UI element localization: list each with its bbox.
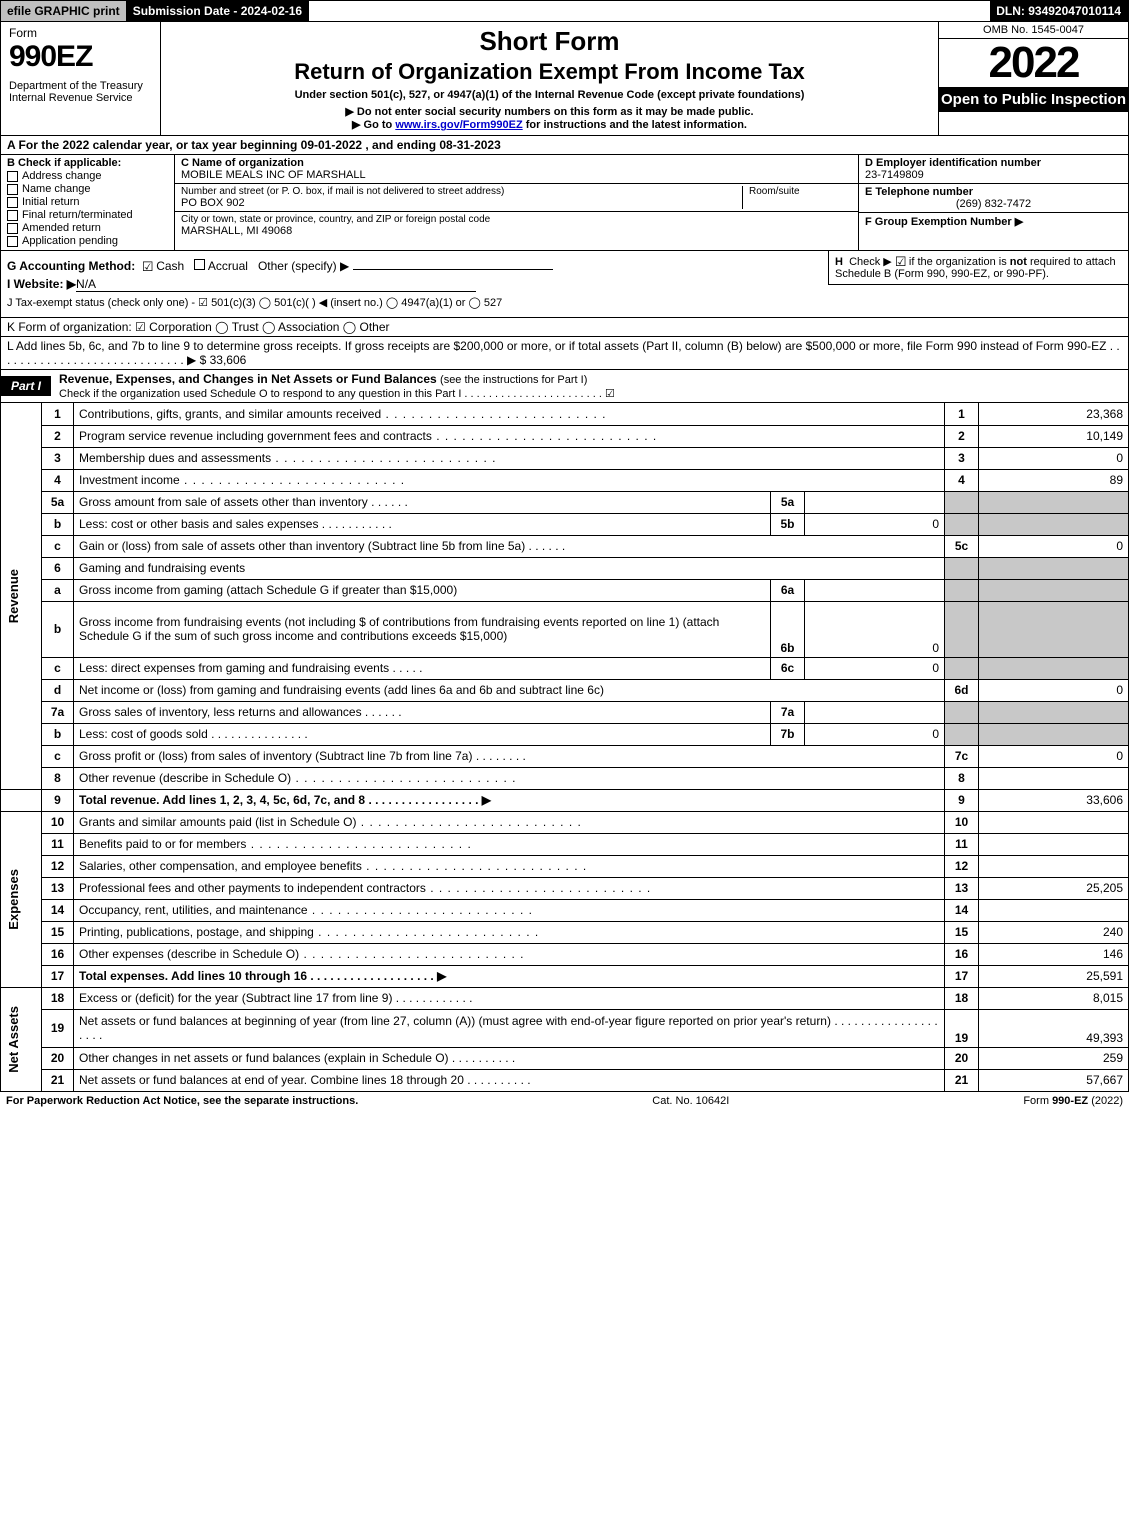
- expenses-label: Expenses: [6, 869, 21, 930]
- line11-value: [979, 833, 1129, 855]
- form-number: 990EZ: [9, 40, 152, 74]
- omb-number: OMB No. 1545-0047: [939, 22, 1128, 39]
- e-label: E Telephone number: [865, 186, 973, 198]
- org-city: MARSHALL, MI 49068: [181, 225, 852, 237]
- section-a: A For the 2022 calendar year, or tax yea…: [0, 136, 1129, 155]
- section-c: C Name of organization MOBILE MEALS INC …: [175, 155, 858, 250]
- form-word: Form: [9, 26, 152, 40]
- header-left: Form 990EZ Department of the Treasury In…: [1, 22, 161, 135]
- line6b-value: 0: [805, 601, 945, 657]
- dln: DLN: 93492047010114: [990, 1, 1128, 21]
- line19-value: 49,393: [979, 1009, 1129, 1047]
- line3-value: 0: [979, 447, 1129, 469]
- c-room-label: Room/suite: [749, 186, 852, 197]
- footer-right: Form 990-EZ (2022): [1023, 1095, 1123, 1107]
- line6a-value: [805, 579, 945, 601]
- line21-value: 57,667: [979, 1069, 1129, 1091]
- line13-value: 25,205: [979, 877, 1129, 899]
- section-k: K Form of organization: ☑ Corporation ◯ …: [0, 318, 1129, 337]
- part1-title: Revenue, Expenses, and Changes in Net As…: [51, 370, 623, 402]
- irs-link[interactable]: www.irs.gov/Form990EZ: [395, 119, 522, 131]
- efile-label: efile GRAPHIC print: [1, 1, 127, 21]
- line9-value: 33,606: [979, 789, 1129, 811]
- line7a-value: [805, 701, 945, 723]
- section-ghij: H Check ▶ if the organization is not req…: [0, 251, 1129, 318]
- row-bcdef: B Check if applicable: Address change Na…: [0, 155, 1129, 251]
- line10-value: [979, 811, 1129, 833]
- org-name: MOBILE MEALS INC OF MARSHALL: [181, 169, 852, 181]
- form-title-2: Return of Organization Exempt From Incom…: [171, 59, 928, 85]
- line8-value: [979, 767, 1129, 789]
- chk-application-pending[interactable]: Application pending: [7, 235, 168, 247]
- line5b-value: 0: [805, 513, 945, 535]
- section-j: J Tax-exempt status (check only one) - ☑…: [7, 296, 1122, 309]
- instr2-post: for instructions and the latest informat…: [523, 119, 747, 131]
- chk-amended-return[interactable]: Amended return: [7, 222, 168, 234]
- line7c-value: 0: [979, 745, 1129, 767]
- line6c-value: 0: [805, 657, 945, 679]
- part1-header: Part I Revenue, Expenses, and Changes in…: [0, 370, 1129, 403]
- instruction-1: ▶ Do not enter social security numbers o…: [171, 105, 928, 118]
- c-street-label: Number and street (or P. O. box, if mail…: [181, 186, 742, 197]
- part1-sub: Check if the organization used Schedule …: [59, 388, 615, 400]
- open-public: Open to Public Inspection: [939, 87, 1128, 112]
- phone: (269) 832-7472: [865, 198, 1122, 210]
- line6d-value: 0: [979, 679, 1129, 701]
- line12-value: [979, 855, 1129, 877]
- line2-value: 10,149: [979, 425, 1129, 447]
- footer-left: For Paperwork Reduction Act Notice, see …: [6, 1095, 358, 1107]
- chk-accrual[interactable]: [194, 259, 205, 270]
- h-checkbox[interactable]: [895, 256, 906, 267]
- chk-address-change[interactable]: Address change: [7, 170, 168, 182]
- instruction-2: ▶ Go to www.irs.gov/Form990EZ for instru…: [171, 118, 928, 131]
- part1-tag: Part I: [1, 376, 51, 396]
- section-b: B Check if applicable: Address change Na…: [1, 155, 175, 250]
- line17-value: 25,591: [979, 965, 1129, 987]
- header-right: OMB No. 1545-0047 2022 Open to Public In…: [938, 22, 1128, 135]
- website-value: N/A: [76, 277, 476, 292]
- form-subtitle: Under section 501(c), 527, or 4947(a)(1)…: [171, 89, 928, 101]
- d-label: D Employer identification number: [865, 157, 1041, 169]
- chk-initial-return[interactable]: Initial return: [7, 196, 168, 208]
- department: Department of the Treasury Internal Reve…: [9, 80, 152, 104]
- chk-name-change[interactable]: Name change: [7, 183, 168, 195]
- section-h: H Check ▶ if the organization is not req…: [828, 251, 1128, 285]
- revenue-label: Revenue: [6, 569, 21, 623]
- b-label: B Check if applicable:: [7, 157, 121, 169]
- line15-value: 240: [979, 921, 1129, 943]
- form-header: Form 990EZ Department of the Treasury In…: [0, 22, 1129, 136]
- c-name-label: C Name of organization: [181, 157, 852, 169]
- instr2-pre: ▶ Go to: [352, 119, 395, 131]
- ein: 23-7149809: [865, 169, 924, 181]
- page-footer: For Paperwork Reduction Act Notice, see …: [0, 1092, 1129, 1110]
- line4-value: 89: [979, 469, 1129, 491]
- c-city-label: City or town, state or province, country…: [181, 214, 852, 225]
- line7b-value: 0: [805, 723, 945, 745]
- tax-year: 2022: [939, 39, 1128, 87]
- line5c-value: 0: [979, 535, 1129, 557]
- other-specify[interactable]: [353, 269, 553, 270]
- submission-date: Submission Date - 2024-02-16: [127, 1, 309, 21]
- line14-value: [979, 899, 1129, 921]
- section-def: D Employer identification number 23-7149…: [858, 155, 1128, 250]
- footer-mid: Cat. No. 10642I: [652, 1095, 729, 1107]
- line18-value: 8,015: [979, 987, 1129, 1009]
- line20-value: 259: [979, 1047, 1129, 1069]
- section-l: L Add lines 5b, 6c, and 7b to line 9 to …: [0, 337, 1129, 370]
- chk-cash[interactable]: [142, 260, 153, 271]
- form-title-1: Short Form: [171, 26, 928, 57]
- top-bar: efile GRAPHIC print Submission Date - 20…: [0, 0, 1129, 22]
- line5a-value: [805, 491, 945, 513]
- org-street: PO BOX 902: [181, 197, 742, 209]
- section-a-text: A For the 2022 calendar year, or tax yea…: [7, 138, 501, 152]
- line1-value: 23,368: [979, 403, 1129, 425]
- line16-value: 146: [979, 943, 1129, 965]
- lines-table: Revenue 1Contributions, gifts, grants, a…: [0, 403, 1129, 1092]
- f-label: F Group Exemption Number ▶: [865, 216, 1023, 228]
- netassets-label: Net Assets: [6, 1006, 21, 1073]
- header-mid: Short Form Return of Organization Exempt…: [161, 22, 938, 135]
- chk-final-return[interactable]: Final return/terminated: [7, 209, 168, 221]
